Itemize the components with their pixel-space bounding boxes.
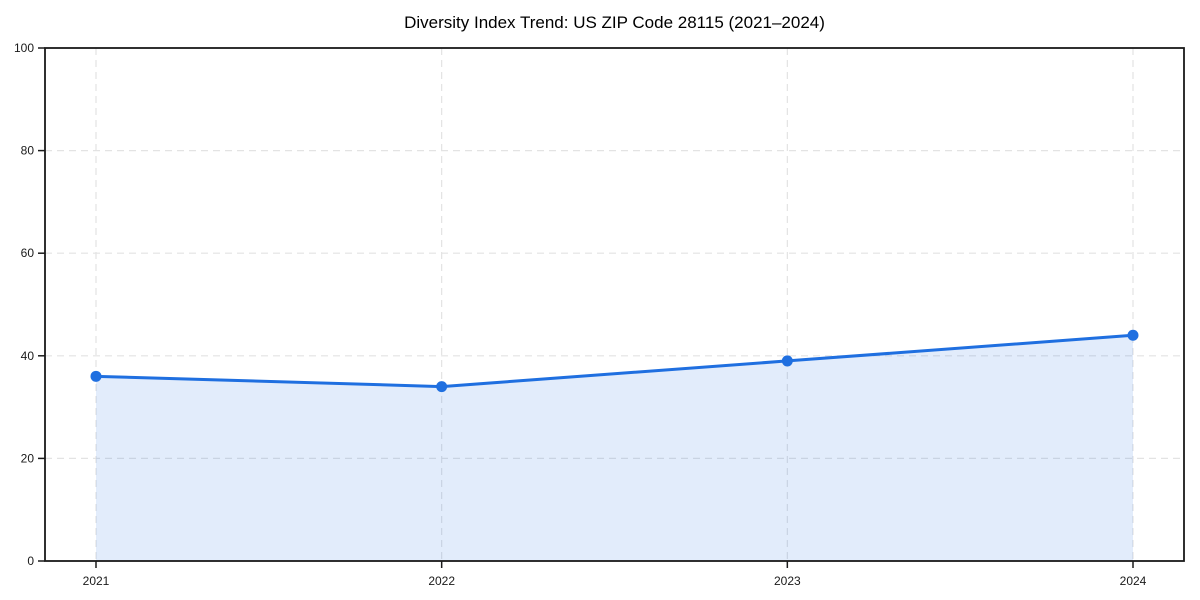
data-point-marker (1127, 329, 1139, 341)
y-axis-tick-label: 60 (21, 246, 35, 260)
x-axis-tick-label: 2021 (83, 574, 110, 588)
data-point-marker (436, 381, 448, 393)
data-point-marker (90, 370, 102, 382)
y-axis-tick-label: 100 (14, 41, 34, 55)
x-axis-tick-label: 2024 (1120, 574, 1147, 588)
chart-title: Diversity Index Trend: US ZIP Code 28115… (404, 13, 825, 32)
y-axis-tick-label: 0 (27, 554, 34, 568)
y-axis-tick-label: 40 (21, 349, 35, 363)
y-axis-tick-label: 20 (21, 451, 35, 465)
y-axis-tick-label: 80 (21, 144, 35, 158)
trend-line (94, 333, 1135, 389)
x-axis-tick-label: 2023 (774, 574, 801, 588)
data-point-marker (781, 355, 793, 367)
x-axis-tick-label: 2022 (428, 574, 455, 588)
area-fill (96, 335, 1133, 561)
plot-border (44, 47, 1185, 562)
